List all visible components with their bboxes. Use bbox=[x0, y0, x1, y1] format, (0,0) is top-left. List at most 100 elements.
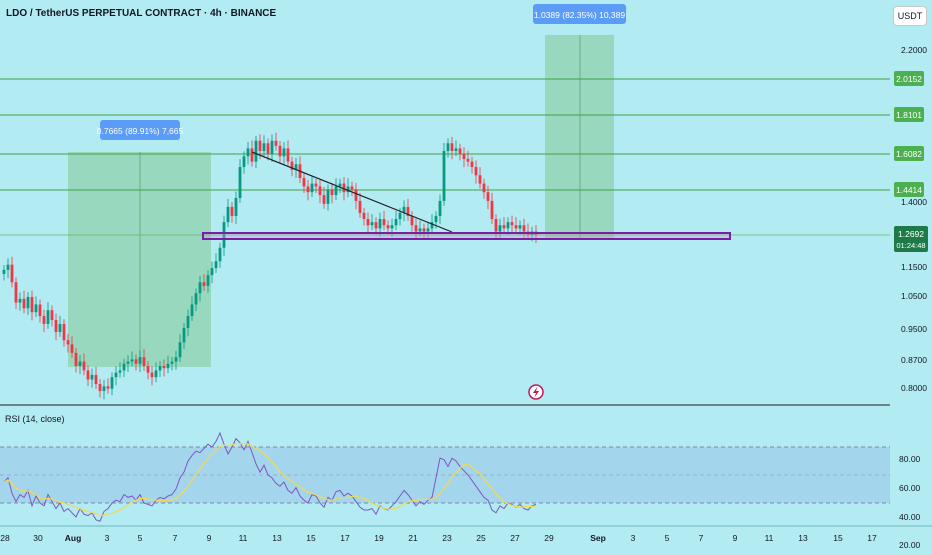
candle-body[interactable] bbox=[310, 183, 314, 193]
candle-body[interactable] bbox=[38, 304, 42, 317]
candle-body[interactable] bbox=[406, 206, 410, 216]
candle-body[interactable] bbox=[494, 219, 498, 232]
candle-body[interactable] bbox=[146, 365, 150, 373]
candle-body[interactable] bbox=[454, 148, 458, 152]
rsi-indicator-label[interactable]: RSI (14, close) bbox=[5, 414, 65, 424]
candle-body[interactable] bbox=[106, 386, 110, 389]
candle-body[interactable] bbox=[206, 275, 210, 286]
candle-body[interactable] bbox=[126, 361, 130, 364]
candle-body[interactable] bbox=[198, 282, 202, 294]
candle-body[interactable] bbox=[102, 386, 106, 392]
support-zone-box[interactable] bbox=[202, 232, 731, 240]
candle-body[interactable] bbox=[370, 222, 374, 226]
candle-body[interactable] bbox=[266, 143, 270, 154]
candle-body[interactable] bbox=[202, 282, 206, 286]
measure-badge-1[interactable]: 0.7665 (89.91%) 7,665 bbox=[97, 120, 184, 140]
candle-body[interactable] bbox=[182, 327, 186, 343]
candle-body[interactable] bbox=[78, 361, 82, 366]
candle-body[interactable] bbox=[10, 264, 14, 283]
candle-body[interactable] bbox=[278, 145, 282, 157]
candle-body[interactable] bbox=[366, 219, 370, 226]
candle-body[interactable] bbox=[302, 177, 306, 187]
candle-body[interactable] bbox=[178, 342, 182, 358]
candle-body[interactable] bbox=[422, 228, 426, 232]
candle-body[interactable] bbox=[142, 357, 146, 366]
candle-body[interactable] bbox=[82, 361, 86, 371]
currency-selector[interactable]: USDT bbox=[893, 6, 927, 26]
candle-body[interactable] bbox=[398, 212, 402, 220]
candle-body[interactable] bbox=[306, 186, 310, 193]
candle-body[interactable] bbox=[354, 189, 358, 201]
candle-body[interactable] bbox=[450, 143, 454, 152]
candle-body[interactable] bbox=[394, 219, 398, 226]
level-badge-1-8101[interactable]: 1.8101 bbox=[894, 107, 924, 122]
candle-body[interactable] bbox=[514, 225, 518, 229]
candle-body[interactable] bbox=[286, 148, 290, 162]
candle-body[interactable] bbox=[442, 151, 446, 201]
candle-body[interactable] bbox=[446, 143, 450, 152]
candle-body[interactable] bbox=[270, 140, 274, 154]
candle-body[interactable] bbox=[314, 183, 318, 187]
candle-body[interactable] bbox=[482, 183, 486, 193]
candle-body[interactable] bbox=[466, 158, 470, 162]
candle-body[interactable] bbox=[158, 365, 162, 371]
candle-body[interactable] bbox=[2, 269, 6, 274]
measure-badge-2[interactable]: 1.0389 (82.35%) 10,389 bbox=[533, 4, 626, 24]
candle-body[interactable] bbox=[242, 156, 246, 167]
candle-body[interactable] bbox=[378, 219, 382, 229]
candle-body[interactable] bbox=[382, 219, 386, 226]
candle-body[interactable] bbox=[90, 374, 94, 380]
time-axis[interactable]: 28 30 Aug 3 5 7 9 11 13 15 17 19 21 23 25 27 29 Sep 3 5 7 9 11… bbox=[0, 533, 877, 543]
candle-body[interactable] bbox=[250, 148, 254, 162]
level-badge-1-6082[interactable]: 1.6082 bbox=[894, 146, 924, 161]
candle-body[interactable] bbox=[478, 175, 482, 184]
candle-body[interactable] bbox=[130, 359, 134, 362]
candle-body[interactable] bbox=[290, 161, 294, 170]
candle-body[interactable] bbox=[510, 222, 514, 226]
candle-body[interactable] bbox=[154, 370, 158, 378]
candle-body[interactable] bbox=[22, 298, 26, 309]
candle-body[interactable] bbox=[30, 296, 34, 313]
candle-body[interactable] bbox=[122, 363, 126, 371]
candle-body[interactable] bbox=[374, 222, 378, 229]
candle-body[interactable] bbox=[350, 186, 354, 190]
candle-body[interactable] bbox=[14, 282, 18, 303]
candle-body[interactable] bbox=[190, 304, 194, 317]
candle-body[interactable] bbox=[114, 372, 118, 378]
candle-body[interactable] bbox=[46, 310, 50, 324]
candle-body[interactable] bbox=[426, 228, 430, 232]
candle-body[interactable] bbox=[330, 189, 334, 196]
candle-body[interactable] bbox=[214, 261, 218, 269]
candle-body[interactable] bbox=[166, 363, 170, 369]
candle-body[interactable] bbox=[234, 197, 238, 216]
candle-body[interactable] bbox=[118, 370, 122, 373]
rsi-line[interactable] bbox=[3, 431, 537, 522]
candle-body[interactable] bbox=[254, 140, 258, 162]
candle-body[interactable] bbox=[110, 377, 114, 389]
price-axis[interactable]: 2.2000 1.4000 1.1500 1.0500 0.9500 0.870… bbox=[894, 45, 928, 393]
candle-body[interactable] bbox=[226, 206, 230, 223]
candle-body[interactable] bbox=[58, 323, 62, 333]
candle-body[interactable] bbox=[358, 200, 362, 213]
candle-body[interactable] bbox=[6, 264, 10, 270]
candle-body[interactable] bbox=[502, 225, 506, 229]
candle-body[interactable] bbox=[62, 323, 66, 341]
rsi-axis[interactable]: 80.00 60.00 40.00 20.00 bbox=[899, 454, 921, 550]
candle-body[interactable] bbox=[282, 148, 286, 157]
candle-body[interactable] bbox=[346, 186, 350, 193]
candle-body[interactable] bbox=[98, 384, 102, 392]
candle-body[interactable] bbox=[386, 225, 390, 229]
candle-body[interactable] bbox=[94, 374, 98, 385]
descending-trendline[interactable] bbox=[251, 151, 453, 233]
candle-body[interactable] bbox=[66, 340, 70, 345]
candle-body[interactable] bbox=[138, 357, 142, 364]
candle-body[interactable] bbox=[70, 344, 74, 353]
candle-body[interactable] bbox=[498, 225, 502, 232]
candle-body[interactable] bbox=[486, 192, 490, 201]
candle-body[interactable] bbox=[170, 361, 174, 364]
rsi-ma-line[interactable] bbox=[3, 442, 537, 516]
candle-body[interactable] bbox=[54, 319, 58, 333]
candle-body[interactable] bbox=[318, 186, 322, 196]
